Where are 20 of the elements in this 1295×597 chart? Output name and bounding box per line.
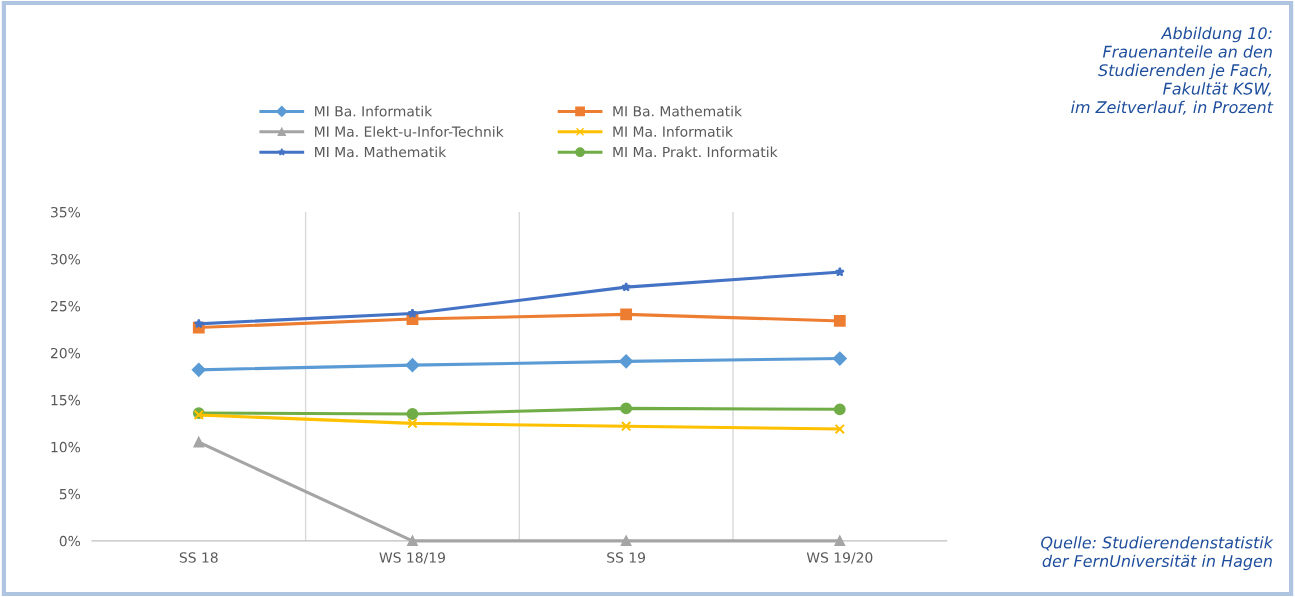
x-tick-label: SS 18 — [179, 552, 218, 563]
y-tick-label: 5% — [59, 488, 81, 500]
legend-label: MI Ma. Informatik — [613, 126, 733, 137]
legend-label: MI Ma. Mathematik — [315, 146, 447, 158]
text: Abbildung 10: Frauenanteile an den Studierenden je Fach, Fakultät KSW, im Zeitverlauf, in Prozent — [1071, 26, 1274, 115]
legend-label: MI Ba. Mathematik — [613, 105, 743, 117]
y-tick-label: 15% — [51, 394, 81, 406]
y-tick-label: 25% — [50, 300, 81, 312]
x-tick-label: SS 19 — [607, 552, 646, 563]
legend-label: MI Ma. Elekt-u-Infor-Technik — [315, 126, 504, 137]
y-tick-label: 35% — [51, 206, 81, 218]
y-tick-label: 0% — [59, 535, 81, 547]
x-tick-label: WS 18/19 — [379, 552, 445, 564]
legend-label: MI Ba. Informatik — [315, 105, 433, 117]
y-tick-label: 30% — [51, 253, 81, 265]
legend-label: MI Ma. Prakt. Informatik — [613, 146, 778, 158]
y-tick-label: 10% — [51, 441, 81, 453]
source-note: Quelle: Studierendenstatistik der FernUniversität in Hagen — [1041, 536, 1274, 571]
y-tick-label: 20% — [50, 347, 81, 359]
x-tick-label: WS 19/20 — [806, 552, 873, 564]
